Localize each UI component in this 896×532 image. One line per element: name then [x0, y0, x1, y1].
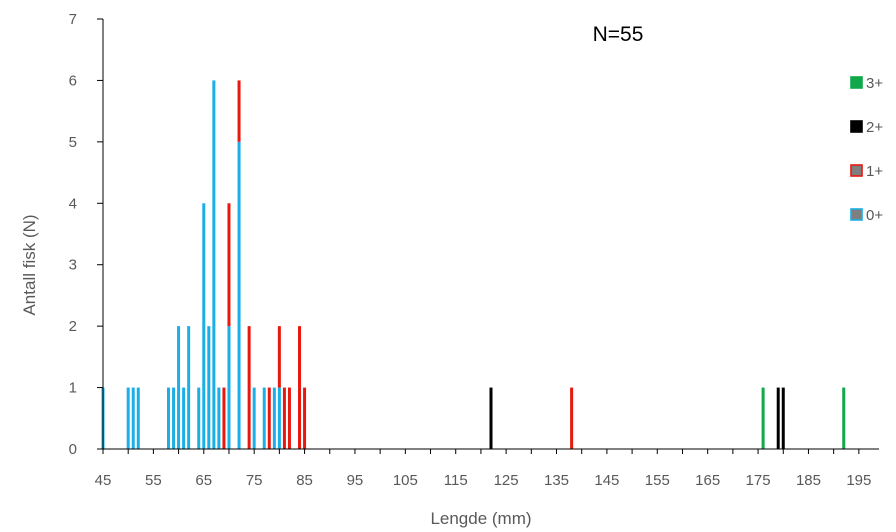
x-tick-label: 65 — [195, 472, 212, 489]
y-tick-label: 6 — [69, 72, 77, 89]
x-tick-label: 135 — [544, 472, 569, 489]
bar-3plus-176 — [761, 387, 765, 449]
x-tick-label: 85 — [296, 472, 313, 489]
bar-1plus-70 — [227, 203, 231, 327]
x-tick-label: 195 — [846, 472, 871, 489]
y-axis-ticks: 0 1 2 3 4 5 6 7 — [69, 11, 103, 458]
bar-0plus-59 — [172, 387, 176, 449]
x-axis-title: Lengde (mm) — [430, 509, 531, 528]
bar-0plus-50 — [126, 387, 130, 449]
bar-2plus-180 — [781, 387, 785, 449]
y-axis-title: Antall fisk (N) — [20, 214, 39, 315]
bar-1plus-78 — [267, 387, 271, 449]
x-tick-label: 155 — [645, 472, 670, 489]
legend: 3+ 2+ 1+ 0+ — [850, 75, 883, 224]
bar-3plus-192 — [842, 387, 846, 449]
bar-1plus-138 — [570, 387, 574, 449]
bar-0plus-80 — [277, 387, 281, 449]
x-tick-label: 75 — [246, 472, 263, 489]
bars-layer — [101, 80, 846, 449]
y-tick-label: 3 — [69, 257, 77, 274]
x-tick-label: 165 — [695, 472, 720, 489]
x-tick-label: 175 — [746, 472, 771, 489]
x-tick-label: 105 — [393, 472, 418, 489]
y-tick-label: 7 — [69, 11, 77, 28]
bar-0plus-79 — [272, 387, 276, 449]
bar-1plus-74 — [247, 326, 251, 449]
x-tick-label: 115 — [444, 472, 468, 489]
bar-1plus-85 — [303, 387, 307, 449]
bar-1plus-82 — [287, 387, 291, 449]
x-tick-label: 145 — [594, 472, 619, 489]
bar-0plus-70 — [227, 326, 231, 449]
y-tick-label: 1 — [69, 380, 77, 397]
legend-swatch — [850, 76, 863, 89]
x-tick-label: 45 — [95, 472, 112, 489]
bar-2plus-179 — [776, 387, 780, 449]
x-axis-ticks: 45 55 65 75 85 95 105 115 125 135 145 155 165 175 185 1… — [95, 449, 871, 489]
bar-0plus-58 — [167, 387, 171, 449]
bar-0plus-65 — [202, 203, 206, 449]
bar-0plus-72 — [237, 141, 241, 449]
legend-label: 0+ — [866, 207, 883, 224]
bar-0plus-60 — [177, 326, 181, 449]
bar-0plus-67 — [212, 80, 216, 449]
legend-swatch — [850, 208, 863, 221]
bar-0plus-64 — [197, 387, 201, 449]
bar-0plus-75 — [252, 387, 256, 449]
y-tick-label: 4 — [69, 195, 77, 212]
legend-label: 3+ — [866, 75, 883, 92]
x-tick-label: 125 — [494, 472, 519, 489]
y-tick-label: 5 — [69, 134, 77, 151]
x-tick-label: 55 — [145, 472, 162, 489]
bar-1plus-84 — [298, 326, 302, 449]
sample-size-annotation: N=55 — [593, 23, 644, 46]
legend-swatch — [850, 120, 863, 133]
bar-1plus-80 — [277, 326, 281, 388]
bar-1plus-81 — [282, 387, 286, 449]
bar-0plus-66 — [207, 326, 211, 449]
bar-0plus-61 — [182, 387, 186, 449]
y-tick-label: 2 — [69, 318, 77, 335]
bar-0plus-68 — [217, 387, 221, 449]
bar-2plus-122 — [489, 387, 493, 449]
legend-label: 1+ — [866, 163, 883, 180]
y-tick-label: 0 — [69, 441, 77, 458]
bar-0plus-62 — [187, 326, 191, 449]
bar-1plus-72 — [237, 80, 241, 142]
x-tick-label: 185 — [796, 472, 821, 489]
bar-1plus-69 — [222, 387, 226, 449]
legend-label: 2+ — [866, 119, 883, 136]
bar-0plus-51 — [131, 387, 135, 449]
legend-swatch — [850, 164, 863, 177]
x-tick-label: 95 — [347, 472, 364, 489]
bar-0plus-52 — [136, 387, 140, 449]
bar-0plus-77 — [262, 387, 266, 449]
